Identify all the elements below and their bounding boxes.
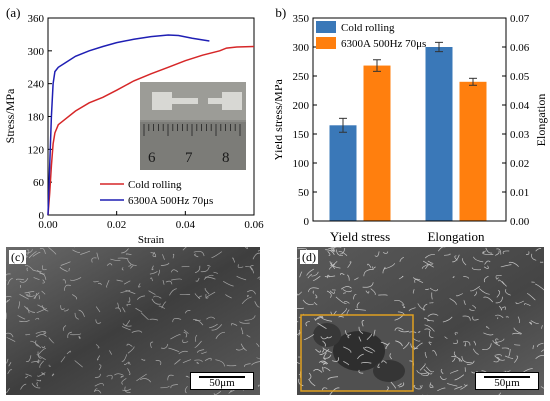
specimen-photo-inset: 6 7 8	[140, 82, 246, 170]
plot-frame-b	[312, 17, 507, 222]
legend-b: Cold rolling 6300A 500Hz 70μs	[316, 21, 426, 50]
y-tick-label-right-b: 0.04	[510, 100, 530, 112]
y-axis-label-left-b: Yield stress/MPa	[275, 78, 285, 160]
inset-frame-d	[300, 314, 414, 392]
y-tick-label-right-b: 0.00	[510, 216, 530, 228]
y-tick-label-left-b: 200	[293, 100, 310, 112]
legend-a: Cold rolling 6300A 500Hz 70μs	[100, 179, 213, 207]
legend-label-pulse: 6300A 500Hz 70μs	[128, 195, 213, 207]
y-tick-label-right-b: 0.02	[510, 158, 529, 170]
sem-image-c: (c) 50μm	[6, 247, 260, 395]
bar-chart: (b) 0 50 100 150 200 250 300 350 0.00 0.01 0.02 0.0…	[275, 5, 548, 244]
scale-bar-c	[199, 376, 245, 378]
y-tick-label-a: 300	[28, 46, 45, 58]
panel-label-d: (d)	[300, 250, 318, 264]
stress-strain-chart: (a) 0 60 120 180 240 300 360 0.00 0.02 0.04 0.06 6…	[3, 5, 264, 245]
y-tick-label-right-b: 0.07	[510, 13, 530, 25]
category-label-yield: Yield stress	[330, 229, 390, 244]
scale-bar-d	[484, 376, 530, 378]
scale-bar-box-d: 50μm	[475, 372, 539, 390]
ruler-number-7: 7	[185, 150, 193, 166]
legend-b-cold-rolling: Cold rolling	[341, 22, 395, 34]
y-tick-label-a: 120	[28, 144, 45, 156]
x-tick-label-a: 0.06	[244, 219, 264, 231]
y-tick-label-left-b: 300	[293, 42, 310, 54]
y-tick-label-left-b: 150	[293, 129, 310, 141]
y-tick-label-a: 0	[39, 210, 45, 222]
plot-frame-a	[47, 17, 255, 216]
bar-cold-rolling-yield	[329, 125, 357, 221]
fracture-surface-d	[297, 247, 544, 395]
ruler-scale	[143, 124, 241, 136]
category-label-elongation: Elongation	[427, 229, 485, 244]
ruler-number-8: 8	[222, 150, 230, 166]
y-tick-label-left-b: 250	[293, 71, 310, 83]
bar-cold-rolling-elongation	[425, 47, 453, 221]
panel-label-b: (b)	[275, 5, 286, 20]
y-tick-label-right-b: 0.03	[510, 129, 530, 141]
y-axis-label-right-b: Elongation	[534, 94, 548, 147]
y-tick-label-left-b: 0	[304, 216, 310, 228]
legend-label-cold-rolling: Cold rolling	[128, 179, 182, 191]
y-tick-label-left-b: 350	[293, 13, 310, 25]
x-tick-label-a: 0.00	[38, 219, 58, 231]
y-tick-label-left-b: 100	[293, 158, 310, 170]
series-line-cold-rolling	[47, 45, 255, 216]
y-tick-label-left-b: 50	[298, 187, 310, 199]
ruler-number-6: 6	[148, 150, 156, 166]
x-tick-label-a: 0.04	[176, 219, 196, 231]
magnified-inset-d	[298, 313, 419, 395]
y-tick-label-right-b: 0.01	[510, 187, 529, 199]
y-tick-label-right-b: 0.05	[510, 71, 530, 83]
y-tick-label-a: 60	[33, 177, 45, 189]
bar-pulse-elongation	[459, 81, 487, 221]
scale-bar-label-c: 50μm	[209, 377, 235, 389]
y-tick-label-a: 360	[28, 13, 45, 25]
bar-pulse-yield	[363, 65, 391, 221]
panel-label-c: (c)	[9, 250, 27, 264]
legend-b-pulse: 6300A 500Hz 70μs	[341, 38, 426, 50]
series-line-pulse	[47, 34, 210, 216]
sem-image-d: (d) 50μm	[297, 247, 544, 395]
fracture-surface-c	[6, 247, 260, 395]
scale-bar-label-d: 50μm	[494, 377, 520, 389]
y-tick-label-right-b: 0.06	[510, 42, 530, 54]
y-tick-label-a: 180	[28, 112, 45, 124]
scale-bar-box-c: 50μm	[190, 372, 254, 390]
y-tick-label-a: 240	[28, 79, 45, 91]
y-axis-label-a: Stress/MPa	[3, 88, 17, 143]
x-tick-label-a: 0.02	[107, 219, 126, 231]
panel-label-a: (a)	[6, 5, 20, 20]
x-axis-label-a: Strain	[138, 234, 165, 245]
